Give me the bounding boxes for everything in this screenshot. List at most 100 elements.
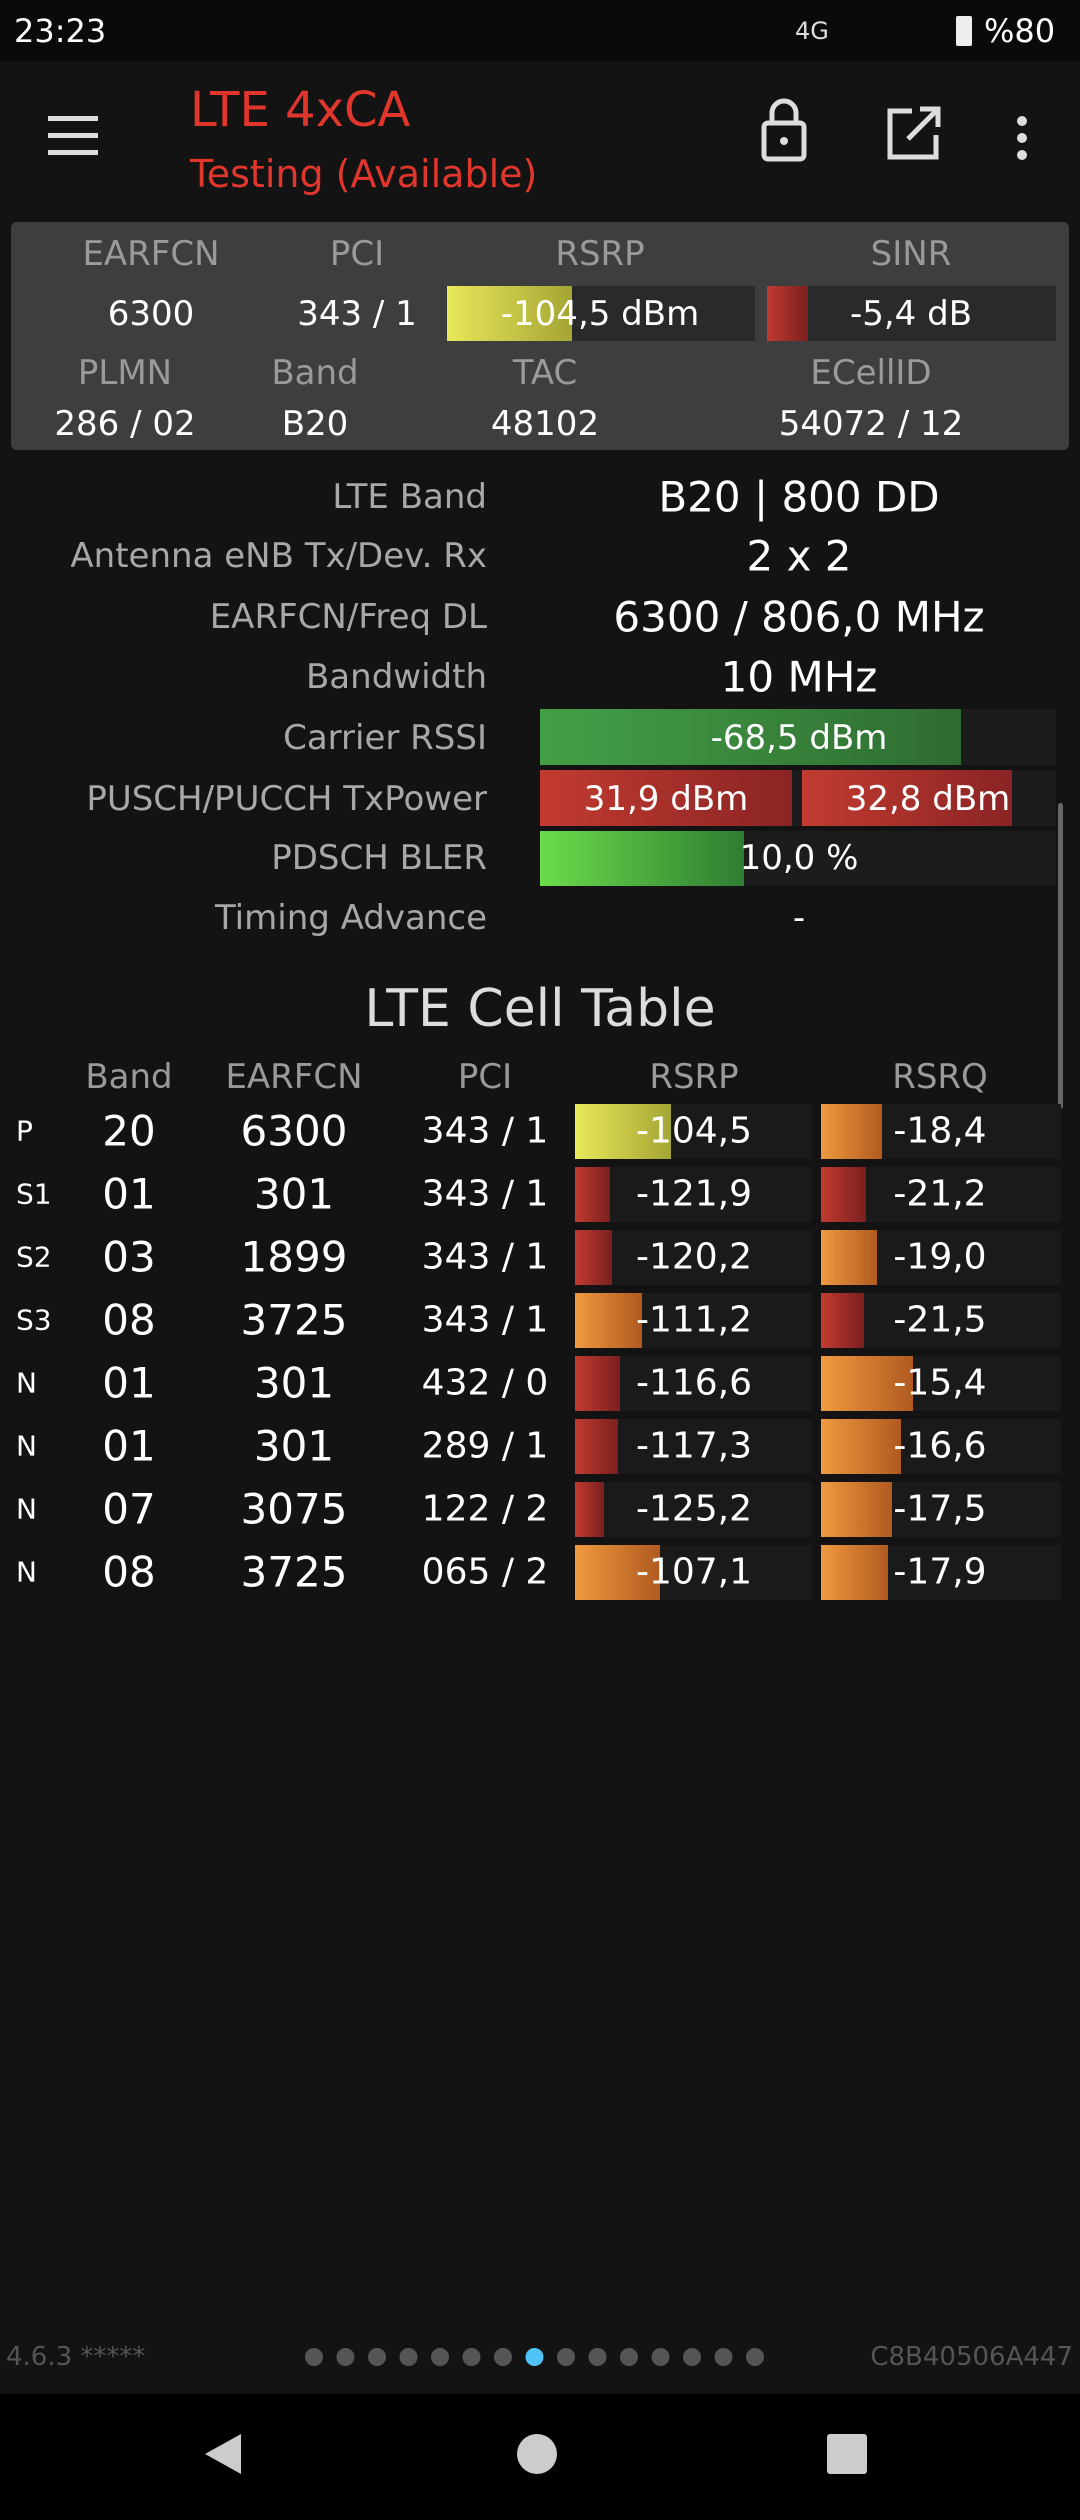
more-button[interactable] — [1017, 116, 1027, 160]
menu-button[interactable] — [48, 116, 98, 155]
detail-value: 10 MHz — [720, 652, 878, 702]
summary-header: RSRP — [555, 234, 645, 274]
column-header: EARFCN — [225, 1057, 363, 1097]
bler-bar — [540, 831, 744, 886]
cell-rsrp: -104,5 — [635, 1110, 753, 1152]
summary-value: -104,5 dBm — [500, 294, 700, 334]
rsrp-bar — [575, 1419, 618, 1474]
cell-rsrq: -19,0 — [893, 1236, 987, 1278]
cell-band: 01 — [102, 1421, 156, 1471]
bar-track — [767, 286, 1056, 341]
clock: 23:23 — [14, 12, 107, 50]
detail-value: 2 x 2 — [746, 531, 852, 581]
cell-type: S2 — [16, 1240, 52, 1274]
detail-label: PUSCH/PUCCH TxPower — [86, 779, 487, 819]
cell-rsrp: -107,1 — [635, 1551, 753, 1593]
nav-buttons — [205, 2434, 867, 2474]
page-dot[interactable] — [336, 2348, 355, 2366]
cell-band: 01 — [102, 1358, 156, 1408]
page-dot[interactable] — [683, 2348, 701, 2366]
page-dot[interactable] — [368, 2348, 386, 2366]
cell-type: N — [16, 1429, 37, 1463]
bar-track — [575, 1167, 812, 1222]
summary-value: 54072 / 12 — [778, 404, 964, 444]
cell-type: N — [16, 1492, 37, 1526]
cell-rsrq: -17,5 — [893, 1488, 987, 1530]
page-dot[interactable] — [399, 2348, 418, 2366]
subtitle: Testing (Available) — [190, 152, 538, 196]
column-header: RSRP — [649, 1057, 739, 1097]
page-dot[interactable] — [525, 2348, 544, 2366]
detail-label: Carrier RSSI — [283, 718, 487, 758]
summary-value: B20 — [281, 404, 349, 444]
version: 4.6.3 ***** — [6, 2342, 146, 2372]
lock-button[interactable] — [761, 98, 807, 162]
summary-value: 48102 — [490, 404, 600, 444]
cell-band: 08 — [102, 1295, 156, 1345]
rsrp-bar — [575, 1293, 642, 1348]
page-dot[interactable] — [557, 2348, 575, 2366]
page-dot[interactable] — [714, 2348, 733, 2366]
home-button[interactable] — [517, 2434, 557, 2474]
cell-pci: 065 / 2 — [421, 1551, 549, 1593]
device-id: C8B40506A447 — [870, 2342, 1073, 2372]
toolbar-icons — [48, 98, 1027, 162]
cell-pci: 343 / 1 — [421, 1173, 549, 1215]
scrollbar — [1058, 803, 1063, 1109]
page-dot[interactable] — [651, 2348, 670, 2366]
cell-earfcn: 301 — [253, 1169, 335, 1219]
cell-rsrp: -116,6 — [635, 1362, 753, 1404]
pusch-bar — [540, 770, 792, 826]
sinr-bar — [767, 286, 808, 341]
cell-earfcn: 3725 — [240, 1547, 348, 1597]
cell-band: 01 — [102, 1169, 156, 1219]
status-bar — [0, 0, 1080, 61]
detail-value: 31,9 dBm — [583, 779, 749, 819]
cell-rsrp: -117,3 — [635, 1425, 753, 1467]
summary-value: 6300 — [107, 294, 195, 334]
detail-value: 32,8 dBm — [845, 779, 1011, 819]
cell-type: N — [16, 1555, 37, 1589]
bar-track — [575, 1230, 812, 1285]
summary-header: PCI — [329, 234, 385, 274]
cell-type: S1 — [16, 1177, 52, 1211]
detail-label: Bandwidth — [305, 657, 487, 697]
cell-earfcn: 6300 — [240, 1106, 348, 1156]
summary-header: TAC — [512, 353, 578, 393]
page-dot[interactable] — [431, 2348, 449, 2366]
recents-button[interactable] — [827, 2434, 867, 2474]
summary-header: ECellID — [810, 353, 932, 393]
cell-earfcn: 301 — [253, 1358, 335, 1408]
page-dot[interactable] — [588, 2348, 607, 2366]
summary-value: 286 / 02 — [54, 404, 196, 444]
title: LTE 4xCA — [190, 82, 411, 138]
rsrq-bar — [821, 1167, 866, 1222]
cell-band: 20 — [102, 1106, 156, 1156]
cell-rsrq: -21,2 — [893, 1173, 987, 1215]
page-dot[interactable] — [305, 2348, 323, 2366]
summary-header: PLMN — [77, 353, 173, 393]
back-button[interactable] — [205, 2434, 241, 2474]
rsrp-bar — [575, 1167, 610, 1222]
cell-rsrq: -17,9 — [893, 1551, 987, 1593]
cell-earfcn: 301 — [253, 1421, 335, 1471]
cell-pci: 343 / 1 — [421, 1110, 549, 1152]
rsrq-bar — [821, 1545, 888, 1600]
detail-label: LTE Band — [332, 477, 487, 517]
cell-rsrp: -120,2 — [635, 1236, 753, 1278]
cell-earfcn: 1899 — [240, 1232, 348, 1282]
share-button[interactable] — [887, 106, 941, 160]
page-dot[interactable] — [746, 2348, 764, 2366]
summary-header: SINR — [870, 234, 952, 274]
page-dot[interactable] — [462, 2348, 481, 2366]
page-dot[interactable] — [494, 2348, 512, 2366]
detail-value: 6300 / 806,0 MHz — [613, 592, 985, 642]
battery-icon — [956, 16, 972, 46]
summary-header: Band — [271, 353, 359, 393]
page-dot[interactable] — [620, 2348, 638, 2366]
detail-label: Antenna eNB Tx/Dev. Rx — [70, 536, 487, 576]
summary-value: 343 / 1 — [297, 294, 417, 334]
column-header: RSRQ — [892, 1057, 988, 1097]
battery: %80 — [984, 12, 1056, 50]
detail-value: 10,0 % — [739, 838, 859, 878]
